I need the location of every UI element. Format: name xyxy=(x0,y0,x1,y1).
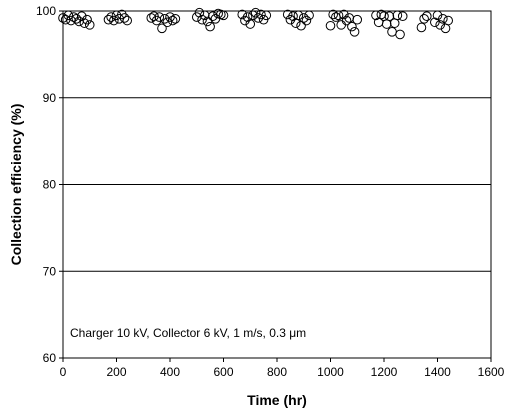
data-point xyxy=(157,23,167,34)
data-point xyxy=(419,14,429,24)
data-point xyxy=(109,15,119,26)
data-point xyxy=(285,14,296,25)
x-tick-label: 1200 xyxy=(371,365,398,379)
x-tick-label: 1400 xyxy=(424,365,451,379)
x-tick-label: 0 xyxy=(60,365,67,379)
data-point xyxy=(76,11,87,22)
data-point xyxy=(384,11,395,22)
data-point xyxy=(117,9,127,20)
data-point xyxy=(397,11,408,22)
data-point xyxy=(205,21,215,32)
data-point xyxy=(347,21,357,32)
y-tick-label: 80 xyxy=(43,178,57,192)
x-tick-label: 600 xyxy=(213,365,233,379)
data-point xyxy=(352,14,363,25)
data-point xyxy=(443,15,454,26)
data-point xyxy=(82,14,92,25)
data-point xyxy=(170,14,181,24)
data-point xyxy=(438,14,448,24)
data-point xyxy=(154,12,165,22)
plot-frame xyxy=(62,10,492,359)
data-point xyxy=(66,15,76,26)
data-point xyxy=(122,15,132,26)
chart-annotation: Charger 10 kV, Collector 6 kV, 1 m/s, 0.… xyxy=(70,326,306,340)
x-tick-label: 800 xyxy=(267,365,287,379)
data-point xyxy=(325,20,336,31)
data-point xyxy=(165,12,175,22)
x-axis-title: Time (hr) xyxy=(247,392,307,408)
data-point xyxy=(288,11,298,22)
x-tick-label: 200 xyxy=(106,365,126,379)
data-point xyxy=(119,13,130,23)
data-point xyxy=(103,14,114,25)
y-tick-label: 90 xyxy=(43,91,57,105)
data-point xyxy=(298,13,309,23)
data-point xyxy=(256,9,266,20)
data-point xyxy=(71,14,82,24)
x-tick-label: 1000 xyxy=(317,365,344,379)
y-tick-label: 100 xyxy=(36,4,56,18)
data-point xyxy=(341,15,352,26)
data-point xyxy=(339,9,349,20)
data-point xyxy=(242,12,253,22)
y-tick-label: 60 xyxy=(43,351,57,365)
data-point xyxy=(301,15,312,26)
data-point xyxy=(435,20,445,30)
data-point xyxy=(162,17,173,28)
data-point xyxy=(237,9,248,20)
data-point xyxy=(395,29,405,40)
y-axis-title: Collection efficiency (%) xyxy=(8,104,24,266)
x-tick-label: 400 xyxy=(160,365,180,379)
data-point xyxy=(349,27,360,37)
data-point xyxy=(79,18,90,28)
point-layer xyxy=(58,7,454,40)
data-point xyxy=(146,13,157,23)
y-tick-label: 70 xyxy=(43,264,57,278)
x-tick-label: 1600 xyxy=(478,365,505,379)
data-point xyxy=(430,17,440,28)
data-point xyxy=(167,15,178,26)
data-point xyxy=(250,7,261,18)
data-point xyxy=(422,11,432,22)
data-point xyxy=(416,22,427,33)
grid-layer xyxy=(63,97,491,272)
data-point xyxy=(328,9,338,20)
data-point xyxy=(84,20,95,30)
data-point xyxy=(194,7,205,18)
data-point xyxy=(282,9,293,20)
data-point xyxy=(240,15,250,26)
data-point xyxy=(245,19,256,29)
